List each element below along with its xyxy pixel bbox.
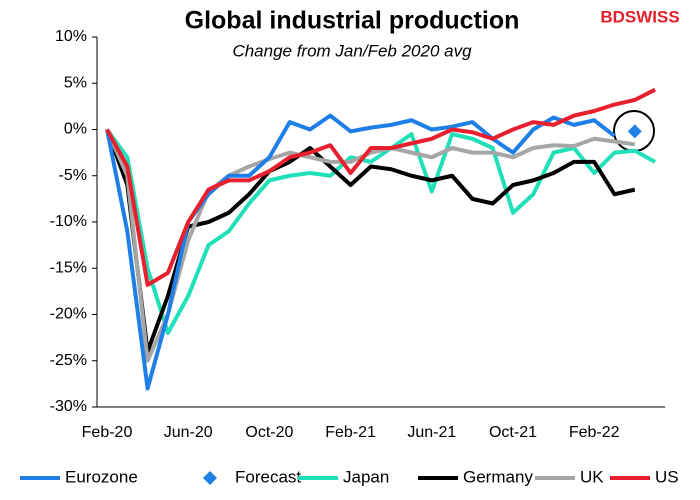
chart-title: Global industrial production	[185, 7, 520, 35]
legend-label: US	[655, 467, 679, 486]
y-tick-label: -25%	[50, 352, 87, 369]
logo: BDSWISS	[600, 7, 679, 26]
legend-marker	[203, 471, 217, 485]
y-tick-label: 0%	[64, 121, 87, 138]
series-line	[105, 128, 657, 335]
legend-label: Germany	[463, 467, 533, 486]
x-tick-label: Feb-20	[82, 424, 133, 441]
legend-label: Forecast	[235, 467, 301, 486]
x-tick-label: Feb-22	[569, 424, 620, 441]
y-tick-label: 5%	[64, 74, 87, 91]
x-tick-label: Jun-21	[407, 424, 456, 441]
y-tick-label: -20%	[50, 306, 87, 323]
y-tick-label: 10%	[55, 28, 87, 45]
y-tick-label: -30%	[50, 398, 87, 415]
chart-subtitle: Change from Jan/Feb 2020 avg	[232, 41, 472, 60]
series-line	[105, 128, 636, 363]
y-tick-label: -5%	[59, 167, 87, 184]
legend-label: Eurozone	[65, 467, 138, 486]
y-tick-label: -15%	[50, 259, 87, 276]
x-tick-label: Oct-20	[245, 424, 293, 441]
forecast-marker	[627, 124, 642, 139]
x-tick-label: Feb-21	[325, 424, 376, 441]
y-tick-label: -10%	[50, 213, 87, 230]
series-line	[105, 87, 656, 287]
legend-label: UK	[580, 467, 604, 486]
x-tick-label: Jun-20	[164, 424, 213, 441]
legend-label: Japan	[343, 467, 389, 486]
x-tick-label: Oct-21	[489, 424, 537, 441]
